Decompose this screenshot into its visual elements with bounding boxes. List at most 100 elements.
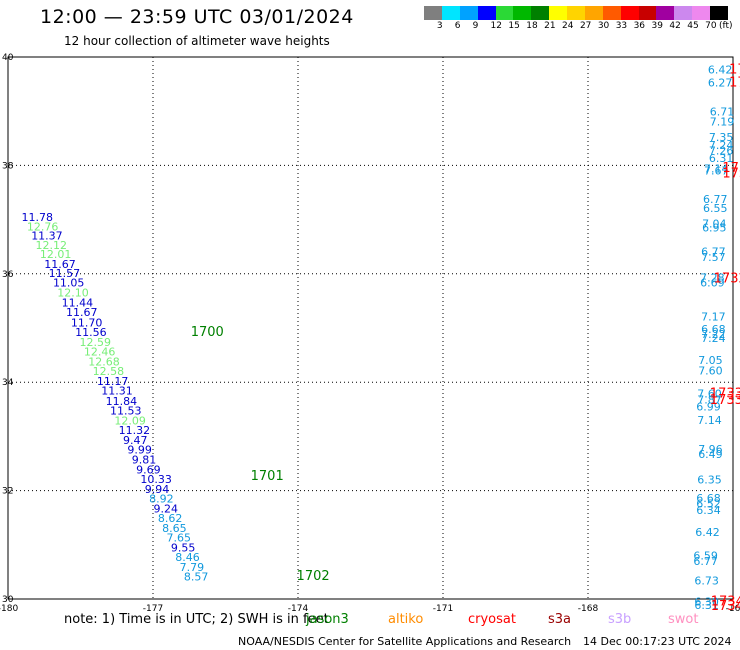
pass-time-label: 1734 [711,599,740,612]
wave-height-label: 12.76 [27,220,58,233]
wave-height-label: 11.17 [97,375,129,388]
satellite-legend-cryosat: cryosat [468,612,516,627]
wave-height-label: 6.34 [696,504,721,517]
wave-height-label: 6.42 [695,526,720,539]
wave-height-label: 11.31 [101,385,132,398]
wave-height-label: 12.10 [57,287,89,300]
wave-height-label: 7.79 [180,561,205,574]
satellite-legend-altiko: altiko [388,612,424,627]
color-scale-swatch [513,6,532,20]
wave-height-label: 12.12 [36,239,68,252]
color-scale-swatch [638,6,657,20]
color-scale-label: 15 [508,21,520,31]
pass-time-label: 1700 [191,325,224,340]
wave-height-label: 11.84 [106,395,138,408]
color-scale-swatch [441,6,460,20]
wave-height-label: 11.32 [119,424,151,437]
wave-height-label: 8.57 [184,571,209,584]
color-scale-label: 30 [597,21,610,31]
wave-height-label: 6.52 [696,497,721,510]
color-scale-label: 24 [562,21,574,31]
wave-height-label: 7.60 [698,365,723,378]
y-tick-label: 32 [2,487,13,497]
wave-height-label: 6.30 [694,596,719,609]
satellite-legend-s3a: s3a [548,612,572,627]
wave-height-label: 10.33 [140,473,172,486]
color-scale-swatch [602,6,621,20]
wave-height-label: 6.68 [701,323,726,336]
wave-height-label: 6.35 [697,474,722,487]
color-scale-label: 21 [544,21,556,31]
color-scale-labels: 3 6 9 12 15 18 21 24 27 30 33 36 39 42 45 70 (ft) [424,21,740,33]
wave-height-label: 12.68 [88,355,120,368]
wave-height-label: 7.65 [167,532,192,545]
wave-height-label: 7.57 [701,251,726,264]
pass-time-label: 1701 [251,469,284,484]
x-tick-label: -168 [578,604,599,612]
satellite-legend-jason3: jason3 [306,612,349,627]
satellite-legend-s3b: s3b [608,612,632,627]
chart-title: 12:00 — 23:59 UTC 03/01/2024 [40,6,354,28]
pass-time-label: 1732 [722,161,740,176]
pass-time-label: 1733 [710,386,740,401]
color-scale-swatch [424,6,442,20]
wave-height-label: 6.73 [694,574,719,587]
wave-height-label: 6.77 [701,245,726,258]
color-scale-label: 6 [454,21,461,31]
wave-height-label: 7.26 [709,145,734,158]
color-scale-swatch [549,6,568,20]
y-tick-label: 40 [2,53,14,63]
satellite-legend-swot: swot [668,612,699,627]
wave-height-label: 9.69 [136,463,161,476]
wave-height-label: 7.24 [701,332,726,345]
x-tick-label: -177 [143,604,163,612]
color-scale-label: 18 [526,21,538,31]
wave-height-label: 7.60 [697,387,722,400]
wave-height-label: 11.78 [22,211,54,224]
color-scale-swatch [495,6,514,20]
wave-height-label: 9.55 [171,541,196,554]
wave-height-label: 12.09 [114,414,146,427]
wave-height-label: 11.70 [71,316,103,329]
y-tick-label: 36 [2,270,14,280]
wave-height-label: 11.44 [62,296,94,309]
x-tick-label: -171 [433,604,453,612]
x-tick-label: -174 [288,604,309,612]
color-scale-swatch [584,6,603,20]
y-tick-label: 30 [2,595,14,605]
wave-height-label: 6.59 [693,549,718,562]
pass-time-label: 173 [729,62,740,77]
pass-time-label: 1732 [714,271,740,286]
wave-height-label: 8.62 [158,512,183,525]
wave-height-label: 12.58 [93,365,125,378]
wave-height-label: 7.19 [710,115,735,128]
color-scale-swatch [477,6,496,20]
y-tick-label: 38 [2,161,14,171]
wave-height-label: 6.69 [700,276,725,289]
color-scale-swatch [692,6,711,20]
color-scale-label: 9 [472,21,479,31]
color-scale-label: 27 [579,21,592,31]
wave-height-label: 9.81 [132,454,157,467]
wave-height-label: 7.14 [697,414,722,427]
color-scale-swatch [710,6,729,20]
color-scale-bar [424,6,729,20]
wave-height-label: 12.59 [80,336,112,349]
color-scale-swatch [656,6,675,20]
wave-height-label: 11.67 [44,258,76,271]
color-scale-label: 12 [490,21,502,31]
wave-height-label: 7.17 [701,310,726,323]
wave-height-label: 11.57 [49,267,81,280]
wave-height-label: 11.37 [31,230,63,243]
color-scale-swatch [459,6,478,20]
wave-height-label: 11.53 [110,405,142,418]
wave-height-label: 6.77 [703,193,728,206]
wave-height-label: 9.24 [153,502,178,515]
wave-height-label: 6.71 [710,106,735,119]
wave-height-label: 11.67 [66,306,98,319]
color-scale-label: 70 [705,21,717,31]
wave-height-label: 11.05 [53,276,84,289]
color-scale-label: 33 [615,21,628,31]
wave-height-label: 8.92 [149,493,174,506]
credit-text: NOAA/NESDIS Center for Satellite Applica… [238,635,572,648]
